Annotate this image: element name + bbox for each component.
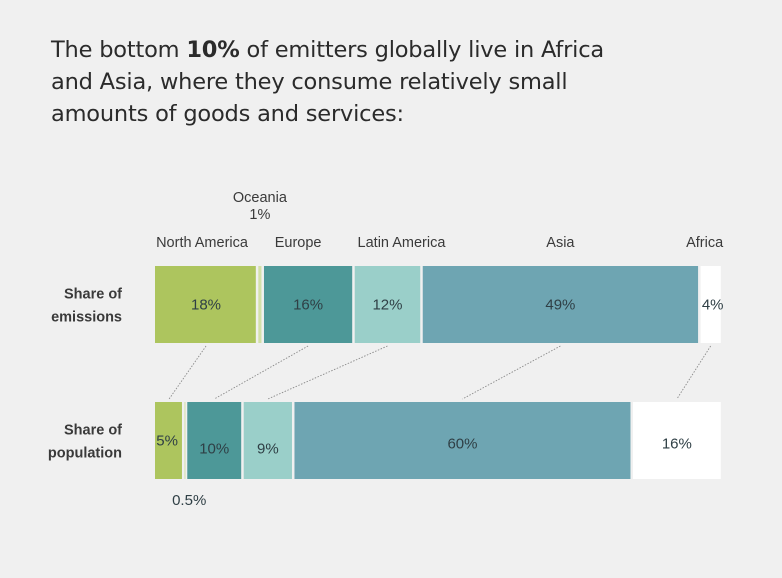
connector-europe (214, 345, 309, 400)
title-text-before: The bottom (51, 37, 187, 63)
connector-north-america (168, 345, 207, 400)
bar-share-of-population-latin-america (243, 402, 292, 479)
bar-share-of-emissions-europe (263, 266, 353, 343)
bar-share-of-population-asia (294, 402, 631, 479)
category-label-oceania: Oceania (233, 190, 288, 206)
category-label-europe: Europe (275, 235, 322, 251)
title-text-after: of emitters globally live in Africa and … (51, 37, 604, 127)
bar-share-of-emissions-north-america (155, 266, 256, 343)
bar-share-of-population-africa (632, 402, 721, 479)
value-label-share-of-emissions-north-america: 18% (191, 296, 221, 313)
value-label-share-of-emissions-latin-america: 12% (372, 296, 402, 313)
value-label-share-of-population-asia: 60% (447, 435, 477, 452)
category-label-asia: Asia (546, 235, 575, 251)
value-label-share-of-emissions-africa: 4% (702, 296, 724, 313)
bar-share-of-population-europe (187, 402, 242, 479)
bar-share-of-population-north-america (155, 402, 182, 479)
category-label-africa: Africa (686, 235, 724, 251)
value-label-share-of-emissions-europe: 16% (293, 296, 323, 313)
bar-share-of-emissions-asia (422, 266, 699, 343)
value-label-share-of-population-north-america: 5% (156, 432, 178, 449)
connector-lines (168, 345, 712, 400)
row-label-share-of-population-line2: population (48, 446, 122, 462)
row-label-share-of-population-line1: Share of (64, 423, 122, 439)
value-label-share-of-population-europe: 10% (199, 440, 229, 457)
title-text-bold: 10% (186, 37, 240, 63)
bars: 18% 16% 12% 49% 4% 5% 0.5% 10% 9% 60% 16% (155, 266, 724, 509)
row-label-share-of-emissions-line1: Share of (64, 287, 122, 303)
value-label-share-of-emissions-asia: 49% (545, 296, 575, 313)
value-label-share-of-population-latin-america: 9% (257, 440, 279, 457)
connector-latin-america (267, 345, 388, 400)
category-label-latin-america: Latin America (358, 235, 447, 251)
row-label-share-of-emissions-line2: emissions (51, 310, 122, 326)
value-label-share-of-population-africa: 16% (662, 435, 692, 452)
bar-share-of-population-oceania (184, 402, 186, 479)
value-label-share-of-population-oceania: 0.5% (172, 492, 206, 509)
category-note-oceania: 1% (249, 207, 270, 223)
bar-share-of-emissions-latin-america (354, 266, 421, 343)
connector-asia (462, 345, 561, 400)
bar-share-of-emissions-africa (700, 266, 721, 343)
chart-title: The bottom 10% of emitters globally live… (51, 34, 651, 130)
row-labels: Share of emissions Share of population (48, 287, 122, 462)
bar-share-of-emissions-oceania (258, 266, 262, 343)
category-label-north-america: North America (156, 235, 249, 251)
connector-africa (676, 345, 712, 400)
